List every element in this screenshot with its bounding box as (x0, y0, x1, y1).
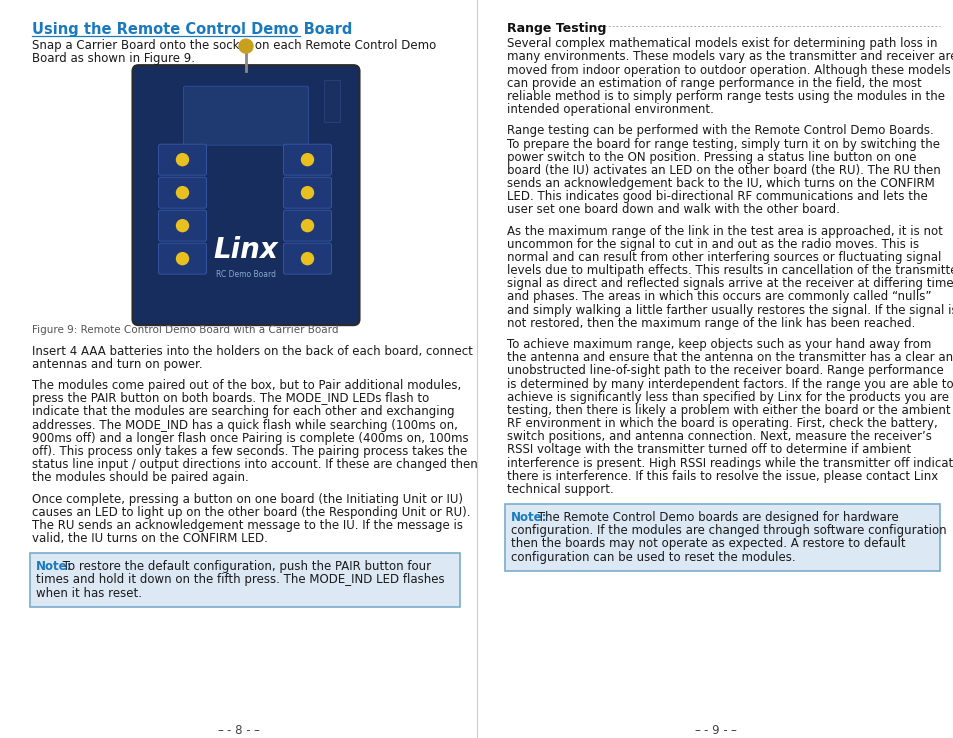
Circle shape (176, 154, 189, 165)
Text: RSSI voltage with the transmitter turned off to determine if ambient: RSSI voltage with the transmitter turned… (506, 444, 910, 456)
Text: not restored, then the maximum range of the link has been reached.: not restored, then the maximum range of … (506, 317, 915, 330)
Text: antennas and turn on power.: antennas and turn on power. (32, 358, 202, 371)
Text: indicate that the modules are searching for each other and exchanging: indicate that the modules are searching … (32, 405, 455, 418)
Text: The Remote Control Demo boards are designed for hardware: The Remote Control Demo boards are desig… (533, 511, 898, 524)
Text: when it has reset.: when it has reset. (36, 587, 142, 599)
Text: achieve is significantly less than specified by Linx for the products you are: achieve is significantly less than speci… (506, 390, 948, 404)
Text: sends an acknowledgement back to the IU, which turns on the CONFIRM: sends an acknowledgement back to the IU,… (506, 177, 934, 190)
Text: RC Demo Board: RC Demo Board (215, 270, 275, 279)
Text: there is interference. If this fails to resolve the issue, please contact Linx: there is interference. If this fails to … (506, 469, 937, 483)
FancyBboxPatch shape (504, 504, 939, 570)
Text: To prepare the board for range testing, simply turn it on by switching the: To prepare the board for range testing, … (506, 137, 939, 151)
Text: Snap a Carrier Board onto the socket on each Remote Control Demo: Snap a Carrier Board onto the socket on … (32, 39, 436, 52)
Text: and simply walking a little farther usually restores the signal. If the signal i: and simply walking a little farther usua… (506, 303, 953, 317)
FancyBboxPatch shape (30, 554, 459, 607)
Text: Note:: Note: (511, 511, 547, 524)
FancyBboxPatch shape (283, 177, 331, 208)
Text: can provide an estimation of range performance in the field, the most: can provide an estimation of range perfo… (506, 77, 921, 90)
Text: many environments. These models vary as the transmitter and receiver are: many environments. These models vary as … (506, 50, 953, 63)
Text: –: – (730, 724, 736, 737)
Text: power switch to the ON position. Pressing a status line button on one: power switch to the ON position. Pressin… (506, 151, 916, 164)
FancyBboxPatch shape (324, 80, 340, 123)
Text: times and hold it down on the fifth press. The MODE_IND LED flashes: times and hold it down on the fifth pres… (36, 573, 444, 587)
Text: board (the IU) activates an LED on the other board (the RU). The RU then: board (the IU) activates an LED on the o… (506, 164, 940, 177)
FancyBboxPatch shape (158, 144, 206, 175)
Text: Once complete, pressing a button on one board (the Initiating Unit or IU): Once complete, pressing a button on one … (32, 492, 462, 506)
Circle shape (301, 154, 314, 165)
Text: interference is present. High RSSI readings while the transmitter off indicate: interference is present. High RSSI readi… (506, 457, 953, 469)
Text: Several complex mathematical models exist for determining path loss in: Several complex mathematical models exis… (506, 38, 937, 50)
Text: intended operational environment.: intended operational environment. (506, 103, 713, 116)
Text: press the PAIR button on both boards. The MODE_IND LEDs flash to: press the PAIR button on both boards. Th… (32, 393, 429, 405)
Circle shape (176, 252, 189, 265)
Text: and phases. The areas in which this occurs are commonly called “nulls”: and phases. The areas in which this occu… (506, 291, 930, 303)
FancyBboxPatch shape (158, 210, 206, 241)
FancyBboxPatch shape (283, 144, 331, 175)
Text: –: – (694, 724, 700, 737)
FancyBboxPatch shape (283, 210, 331, 241)
Text: To restore the default configuration, push the PAIR button four: To restore the default configuration, pu… (59, 560, 431, 573)
Circle shape (301, 220, 314, 232)
Text: the antenna and ensure that the antenna on the transmitter has a clear and: the antenna and ensure that the antenna … (506, 351, 953, 364)
Text: configuration. If the modules are changed through software configuration: configuration. If the modules are change… (511, 524, 945, 537)
Circle shape (239, 39, 253, 53)
Circle shape (176, 220, 189, 232)
Text: Board as shown in Figure 9.: Board as shown in Figure 9. (32, 52, 194, 65)
Text: The modules come paired out of the box, but to Pair additional modules,: The modules come paired out of the box, … (32, 379, 460, 392)
Text: off). This process only takes a few seconds. The pairing process takes the: off). This process only takes a few seco… (32, 445, 467, 458)
Text: - 9 -: - 9 - (703, 724, 726, 737)
Text: addresses. The MODE_IND has a quick flash while searching (100ms on,: addresses. The MODE_IND has a quick flas… (32, 418, 457, 432)
Text: is determined by many interdependent factors. If the range you are able to: is determined by many interdependent fac… (506, 378, 953, 390)
Text: normal and can result from other interfering sources or fluctuating signal: normal and can result from other interfe… (506, 251, 941, 264)
Text: configuration can be used to reset the modules.: configuration can be used to reset the m… (511, 551, 795, 564)
FancyBboxPatch shape (158, 177, 206, 208)
Text: then the boards may not operate as expected. A restore to default: then the boards may not operate as expec… (511, 537, 904, 551)
Text: LED. This indicates good bi-directional RF communications and lets the: LED. This indicates good bi-directional … (506, 190, 926, 203)
Text: Note:: Note: (36, 560, 72, 573)
Text: - 8 -: - 8 - (227, 724, 250, 737)
FancyBboxPatch shape (283, 243, 331, 274)
Text: signal as direct and reflected signals arrive at the receiver at differing times: signal as direct and reflected signals a… (506, 277, 953, 290)
FancyBboxPatch shape (183, 86, 308, 145)
Text: unobstructed line-of-sight path to the receiver board. Range performance: unobstructed line-of-sight path to the r… (506, 365, 943, 377)
Circle shape (176, 187, 189, 199)
Circle shape (301, 187, 314, 199)
Text: uncommon for the signal to cut in and out as the radio moves. This is: uncommon for the signal to cut in and ou… (506, 238, 918, 251)
Text: the modules should be paired again.: the modules should be paired again. (32, 472, 249, 484)
Circle shape (301, 252, 314, 265)
Text: status line input / output directions into account. If these are changed then: status line input / output directions in… (32, 458, 477, 471)
Text: switch positions, and antenna connection. Next, measure the receiver’s: switch positions, and antenna connection… (506, 430, 931, 444)
FancyBboxPatch shape (158, 243, 206, 274)
Text: 900ms off) and a longer flash once Pairing is complete (400ms on, 100ms: 900ms off) and a longer flash once Pairi… (32, 432, 468, 445)
Text: RF environment in which the board is operating. First, check the battery,: RF environment in which the board is ope… (506, 417, 937, 430)
Text: Linx: Linx (213, 235, 278, 263)
Text: –: – (253, 724, 259, 737)
Text: valid, the IU turns on the CONFIRM LED.: valid, the IU turns on the CONFIRM LED. (32, 532, 268, 545)
Text: technical support.: technical support. (506, 483, 613, 496)
Text: As the maximum range of the link in the test area is approached, it is not: As the maximum range of the link in the … (506, 224, 942, 238)
Text: Figure 9: Remote Control Demo Board with a Carrier Board: Figure 9: Remote Control Demo Board with… (32, 325, 338, 335)
Text: Range Testing: Range Testing (506, 22, 606, 35)
FancyBboxPatch shape (132, 65, 359, 325)
Text: The RU sends an acknowledgement message to the IU. If the message is: The RU sends an acknowledgement message … (32, 519, 462, 532)
Text: causes an LED to light up on the other board (the Responding Unit or RU).: causes an LED to light up on the other b… (32, 506, 470, 519)
Text: Insert 4 AAA batteries into the holders on the back of each board, connect: Insert 4 AAA batteries into the holders … (32, 345, 473, 358)
Text: moved from indoor operation to outdoor operation. Although these models: moved from indoor operation to outdoor o… (506, 63, 950, 77)
Text: Using the Remote Control Demo Board: Using the Remote Control Demo Board (32, 22, 352, 37)
Text: testing, then there is likely a problem with either the board or the ambient: testing, then there is likely a problem … (506, 404, 949, 417)
Text: levels due to multipath effects. This results in cancellation of the transmitted: levels due to multipath effects. This re… (506, 264, 953, 277)
Text: user set one board down and walk with the other board.: user set one board down and walk with th… (506, 204, 839, 216)
Text: –: – (217, 724, 223, 737)
Text: Range testing can be performed with the Remote Control Demo Boards.: Range testing can be performed with the … (506, 124, 933, 137)
Text: To achieve maximum range, keep objects such as your hand away from: To achieve maximum range, keep objects s… (506, 338, 930, 351)
Text: reliable method is to simply perform range tests using the modules in the: reliable method is to simply perform ran… (506, 90, 944, 103)
